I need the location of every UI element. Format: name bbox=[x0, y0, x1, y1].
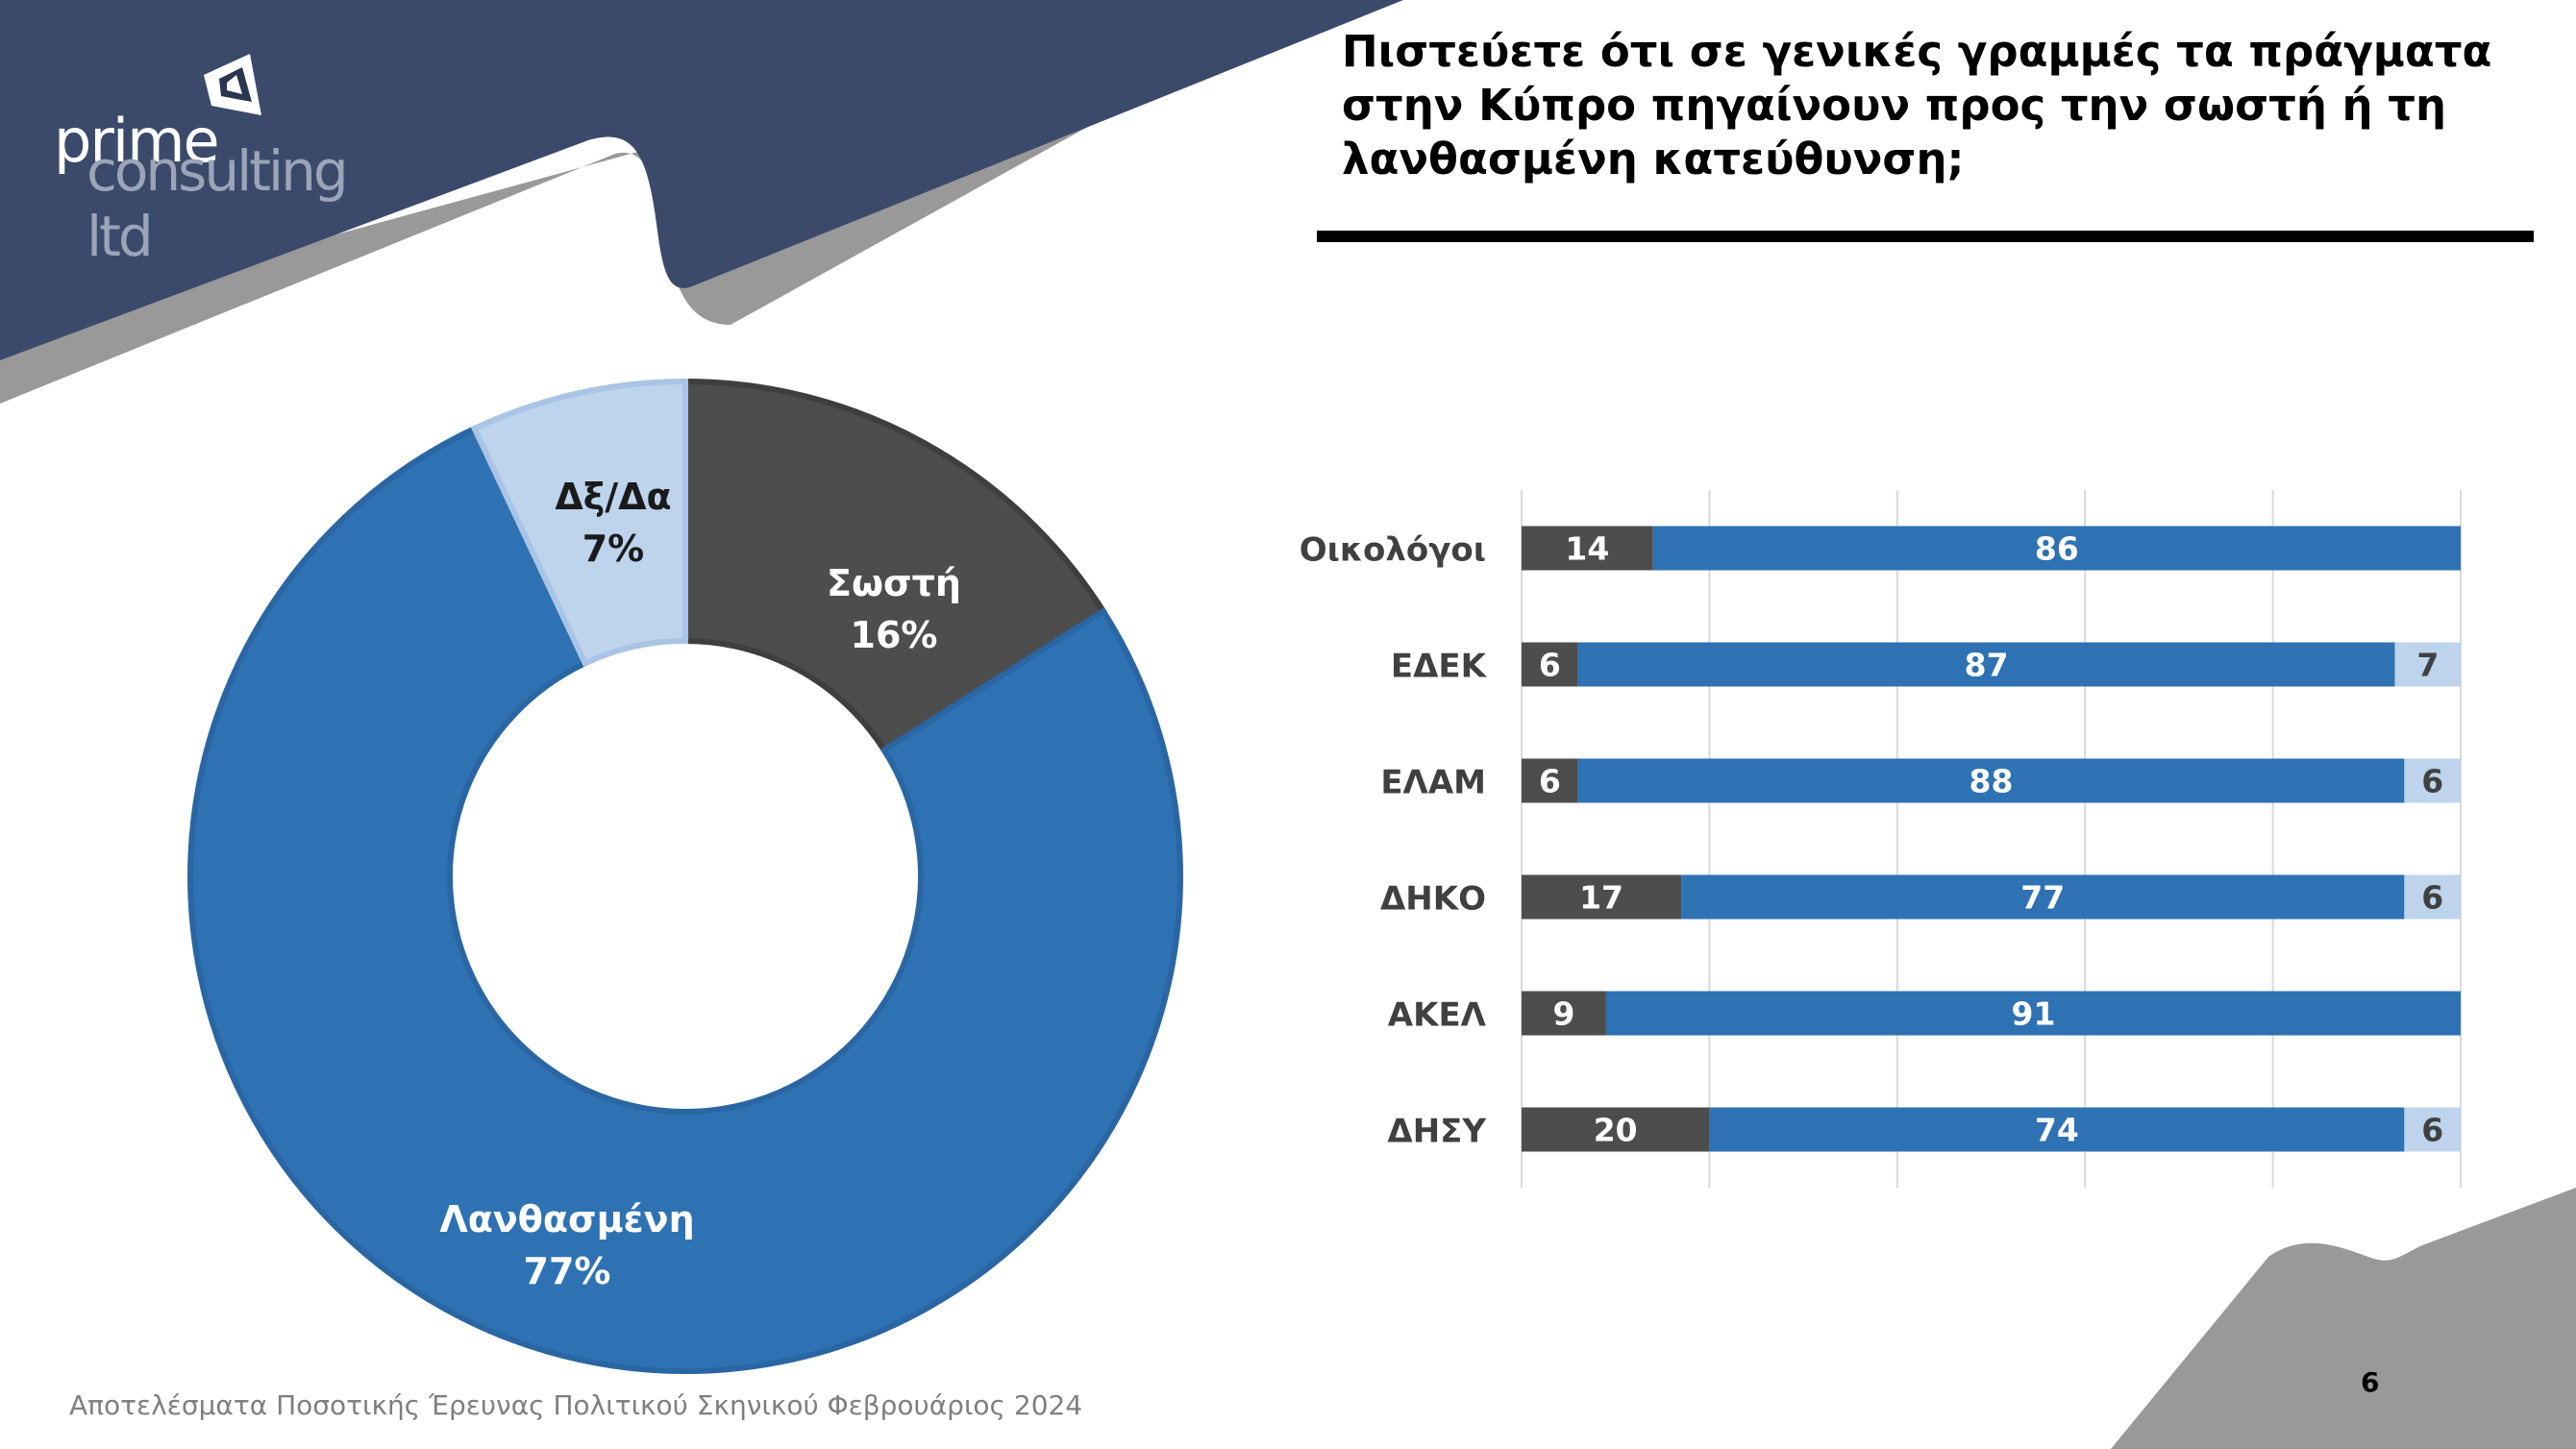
bar-segment-δησυ-2 bbox=[2404, 1107, 2461, 1152]
bar-segment-οικολόγοι-0 bbox=[1522, 526, 1653, 571]
bar-value-label-ελαμ-0: 6 bbox=[1539, 763, 1561, 800]
page-title: Πιστεύετε ότι σε γενικές γραμμές τα πράγ… bbox=[1342, 26, 2492, 184]
logo-star-icon bbox=[204, 54, 261, 115]
footer-source-note: Αποτελέσματα Ποσοτικής Έρευνας Πολιτικού… bbox=[69, 1389, 1083, 1421]
logo-text-consulting: consulting ltd bbox=[87, 138, 349, 269]
bar-segment-ελαμ-0 bbox=[1522, 758, 1578, 803]
category-label-δησυ: ΔΗΣΥ bbox=[1387, 1113, 1486, 1151]
donut-label-δξ-δα: Δξ/Δα bbox=[555, 476, 671, 518]
bar-value-label-δησυ-1: 74 bbox=[2035, 1112, 2079, 1149]
category-label-ελαμ: ΕΛΑΜ bbox=[1380, 764, 1486, 802]
bar-segment-εδεκ-1 bbox=[1577, 642, 2395, 687]
bar-value-label-οικολόγοι-1: 86 bbox=[2035, 530, 2079, 568]
footer-gray-shape bbox=[2111, 1188, 2576, 1449]
bar-segment-ελαμ-1 bbox=[1577, 758, 2405, 803]
bar-value-label-εδεκ-2: 7 bbox=[2416, 647, 2439, 684]
bar-segment-δησυ-1 bbox=[1709, 1107, 2405, 1152]
bar-segment-δηκο-1 bbox=[1681, 874, 2405, 920]
category-label-οικολόγοι: Οικολόγοι bbox=[1300, 531, 1486, 570]
donut-label-σωστή: Σωστή bbox=[827, 562, 961, 604]
bar-value-label-οικολόγοι-0: 14 bbox=[1565, 530, 1609, 568]
bar-segment-δησυ-0 bbox=[1522, 1107, 1710, 1152]
donut-value-δξ-δα: 7% bbox=[582, 528, 645, 570]
bar-value-label-δησυ-2: 6 bbox=[2421, 1112, 2443, 1149]
title-underline bbox=[1317, 231, 2534, 242]
bar-segment-ελαμ-2 bbox=[2404, 758, 2461, 803]
donut-value-σωστή: 16% bbox=[851, 614, 938, 656]
bar-value-label-ακελ-1: 91 bbox=[2011, 995, 2055, 1033]
donut-label-λανθασμένη: Λανθασμένη bbox=[439, 1198, 694, 1240]
bar-value-label-δησυ-0: 20 bbox=[1594, 1112, 1638, 1149]
bar-segment-δηκο-0 bbox=[1522, 874, 1682, 920]
category-label-εδεκ: ΕΔΕΚ bbox=[1391, 648, 1488, 686]
bar-segment-εδεκ-0 bbox=[1522, 642, 1578, 687]
bar-value-label-ακελ-0: 9 bbox=[1552, 995, 1574, 1033]
bar-segment-εδεκ-2 bbox=[2394, 642, 2461, 687]
bar-value-label-ελαμ-1: 88 bbox=[1969, 763, 2014, 800]
bar-segment-ακελ-0 bbox=[1522, 991, 1606, 1036]
bar-segment-οικολόγοι-1 bbox=[1652, 526, 2461, 571]
bar-value-label-ελαμ-2: 6 bbox=[2421, 763, 2443, 800]
category-label-δηκο: ΔΗΚΟ bbox=[1380, 880, 1486, 919]
logo-text-prime: prime bbox=[54, 106, 220, 176]
company-logo: prime consulting ltd bbox=[50, 46, 377, 269]
donut-slice-λανθασμένη bbox=[187, 425, 1183, 1374]
bar-segment-ακελ-1 bbox=[1605, 991, 2461, 1036]
donut-slice-σωστή bbox=[682, 378, 1107, 754]
donut-slice-δξ-δα bbox=[470, 378, 688, 668]
header-navy-shape bbox=[0, 0, 1403, 360]
bar-value-label-δηκο-2: 6 bbox=[2421, 879, 2443, 917]
page-number: 6 bbox=[2361, 1366, 2380, 1398]
bar-value-label-εδεκ-1: 87 bbox=[1965, 647, 2009, 684]
category-label-ακελ: ΑΚΕΛ bbox=[1388, 996, 1487, 1035]
donut-value-λανθασμένη: 77% bbox=[524, 1250, 611, 1292]
bar-value-label-δηκο-1: 77 bbox=[2020, 879, 2065, 917]
bar-value-label-δηκο-0: 17 bbox=[1579, 879, 1623, 917]
bar-value-label-εδεκ-0: 6 bbox=[1539, 647, 1561, 684]
bar-segment-δηκο-2 bbox=[2404, 874, 2461, 920]
